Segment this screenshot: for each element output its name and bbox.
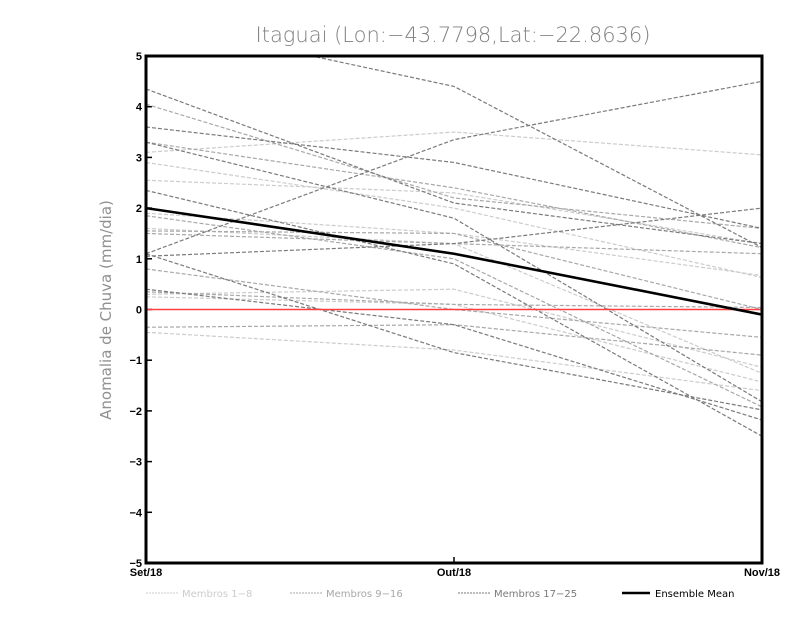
legend-label: Membros 17−25 <box>494 589 577 600</box>
member-line-18 <box>146 88 762 245</box>
legend-label: Membros 1−8 <box>182 589 252 600</box>
member-line-13 <box>146 268 762 338</box>
chart-title: Itaguai (Lon:−43.7798,Lat:−22.8636) <box>256 23 651 47</box>
member-line-10 <box>146 141 762 249</box>
y-tick-label: 3 <box>136 152 142 164</box>
y-tick-label: −2 <box>129 406 142 418</box>
y-tick-label: −5 <box>129 558 142 570</box>
member-line-20 <box>146 141 762 403</box>
y-tick-label: 2 <box>136 203 142 215</box>
member-line-5 <box>146 331 762 392</box>
member-line-15 <box>146 324 762 356</box>
y-tick-label: 0 <box>136 305 142 317</box>
y-tick-label: 1 <box>136 254 142 266</box>
member-line-24 <box>146 253 762 411</box>
x-tick-label: Nov/18 <box>744 567 780 579</box>
x-tick-label: Set/18 <box>130 567 162 579</box>
y-tick-label: 5 <box>136 51 142 63</box>
member-line-22 <box>146 80 762 255</box>
member-line-2 <box>146 179 762 245</box>
y-tick-label: −1 <box>129 355 142 367</box>
member-line-1 <box>146 131 762 156</box>
member-line-11 <box>146 215 762 408</box>
member-line-17 <box>308 56 762 249</box>
member-line-9 <box>146 103 762 229</box>
member-line-14 <box>146 291 762 309</box>
plot-frame <box>144 54 764 565</box>
x-tick-label: Out/18 <box>437 567 471 579</box>
member-line-19 <box>146 126 762 229</box>
member-line-23 <box>146 207 762 257</box>
y-tick-label: −3 <box>129 457 142 469</box>
y-tick-label: −4 <box>129 507 142 519</box>
ensemble-mean-line <box>146 206 762 316</box>
member-line-8 <box>146 288 762 368</box>
member-line-7 <box>146 161 762 279</box>
y-axis-label: Anomalia de Chuva (mm/dia) <box>97 200 115 420</box>
member-line-25 <box>146 288 762 421</box>
legend-label: Membros 9−16 <box>326 589 403 600</box>
member-line-16 <box>146 230 762 311</box>
y-tick-label: 4 <box>136 102 143 114</box>
legend-label-ensemble: Ensemble Mean <box>655 589 734 600</box>
member-line-21 <box>146 189 762 437</box>
